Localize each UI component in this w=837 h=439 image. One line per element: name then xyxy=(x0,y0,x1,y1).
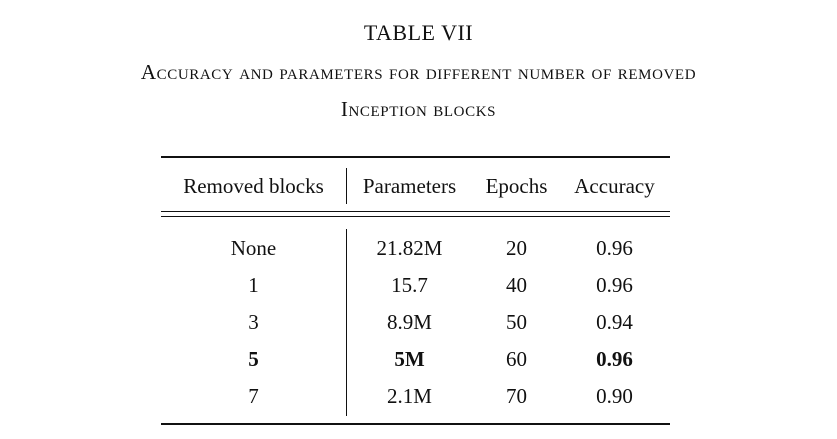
header-accuracy: Accuracy xyxy=(574,174,655,198)
row-4-removed-blocks: 5 xyxy=(248,347,259,371)
header-removed-blocks: Removed blocks xyxy=(183,174,324,198)
table-bottom-rule xyxy=(161,423,670,425)
header-double-rule-upper xyxy=(161,211,670,212)
row-3-parameters: 8.9M xyxy=(387,310,432,334)
table-caption-line-1: Accuracy and parameters for different nu… xyxy=(140,60,697,84)
row-5-accuracy: 0.90 xyxy=(596,384,633,408)
row-3-accuracy: 0.94 xyxy=(596,310,633,334)
row-2-parameters: 15.7 xyxy=(391,273,428,297)
row-4-epochs: 60 xyxy=(506,347,527,371)
header-epochs: Epochs xyxy=(485,174,548,198)
row-1-parameters: 21.82M xyxy=(376,236,443,260)
row-5-parameters: 2.1M xyxy=(387,384,432,408)
row-2-removed-blocks: 1 xyxy=(248,273,259,297)
row-2-epochs: 40 xyxy=(506,273,527,297)
table-caption-line-2: Inception blocks xyxy=(340,97,497,121)
row-2-accuracy: 0.96 xyxy=(596,273,633,297)
row-4-parameters: 5M xyxy=(394,347,425,371)
row-1-removed-blocks: None xyxy=(230,236,277,260)
row-3-removed-blocks: 3 xyxy=(248,310,259,334)
header-parameters: Parameters xyxy=(362,174,457,198)
row-1-accuracy: 0.96 xyxy=(596,236,633,260)
row-1-epochs: 20 xyxy=(506,236,527,260)
row-5-epochs: 70 xyxy=(506,384,527,408)
row-4-accuracy: 0.96 xyxy=(596,347,633,371)
table-label: TABLE VII xyxy=(363,20,474,45)
body-column-divider xyxy=(346,229,347,416)
header-column-divider xyxy=(346,168,347,204)
row-3-epochs: 50 xyxy=(506,310,527,334)
header-double-rule-lower xyxy=(161,216,670,217)
row-5-removed-blocks: 7 xyxy=(248,384,259,408)
table-top-rule xyxy=(161,156,670,158)
